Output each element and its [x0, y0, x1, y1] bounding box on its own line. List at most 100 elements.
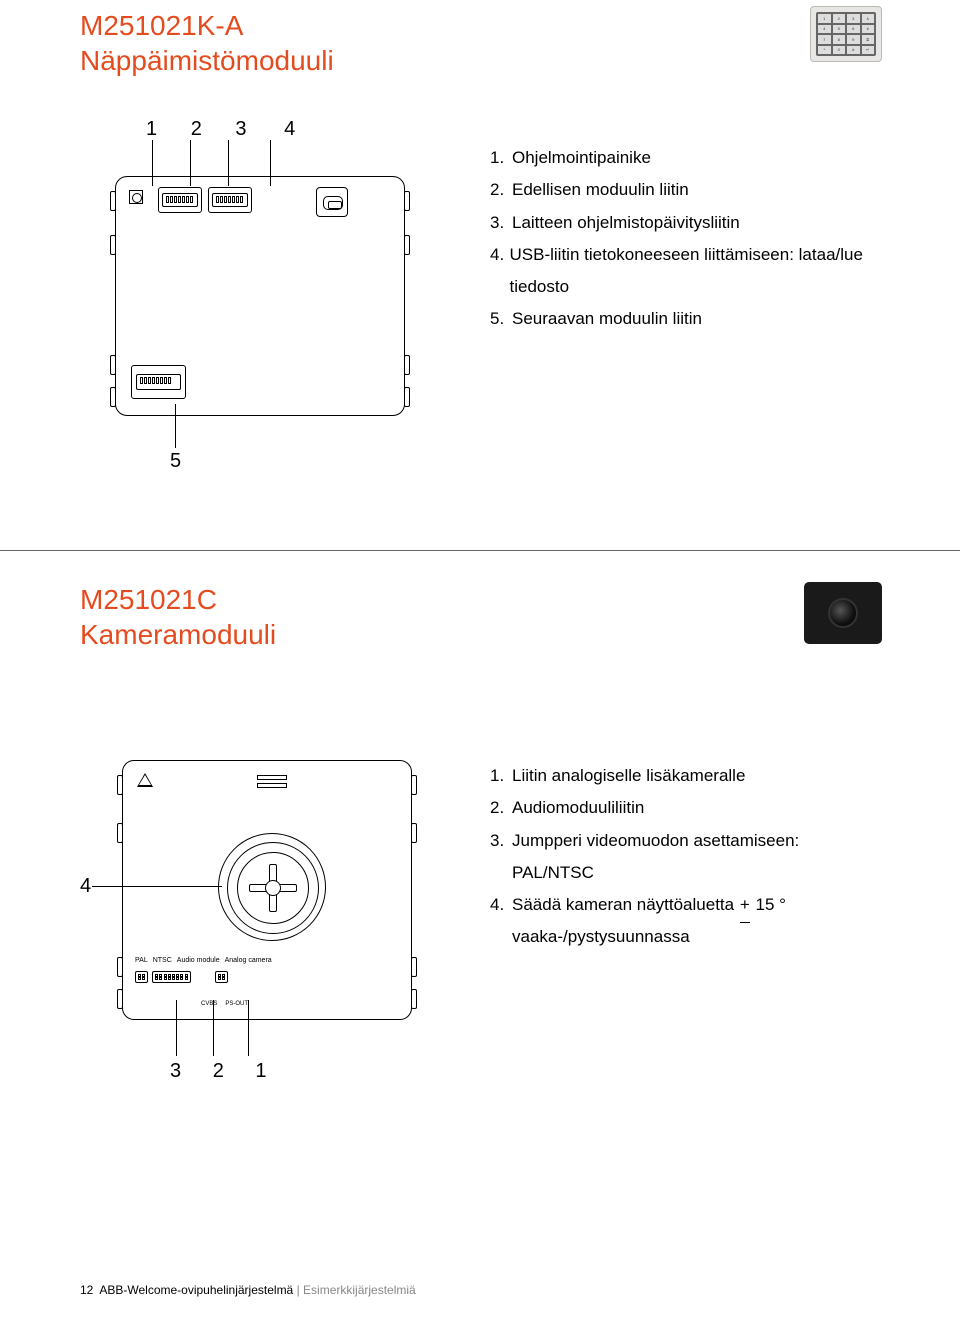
- usb-connector: [316, 187, 348, 217]
- side-tab: [404, 235, 410, 255]
- warning-triangle-icon: [137, 773, 153, 787]
- connector-fw: [208, 187, 252, 213]
- footer-right: Esimerkkijärjestelmiä: [303, 1283, 416, 1297]
- camera-module-diagram: PAL NTSC Audio module Analog camera CVBS…: [122, 760, 412, 1020]
- silk-label: PAL: [135, 957, 148, 964]
- keypad-key: 8: [833, 35, 846, 44]
- keypad-key: 5: [833, 25, 846, 34]
- callout-4-camera: 4: [80, 875, 91, 898]
- list-num: 1.: [490, 142, 512, 174]
- keypad-key: ∨: [862, 25, 875, 34]
- side-tab: [411, 957, 417, 977]
- camera-product-thumb: [804, 582, 882, 644]
- side-tab: [404, 191, 410, 211]
- side-tab: [117, 823, 123, 843]
- list-text: USB-liitin tietokoneeseen liittämiseen: …: [510, 239, 880, 304]
- list-num: 4.: [490, 889, 512, 954]
- title-line-2: Näppäimistömoduuli: [80, 43, 880, 78]
- list-text: Edellisen moduulin liitin: [512, 174, 689, 206]
- list-num: 5.: [490, 303, 512, 335]
- section2-title: M251021C Kameramoduuli: [80, 582, 276, 652]
- side-tab: [411, 775, 417, 795]
- leader-line: [248, 1000, 249, 1056]
- keypad-product-thumb: 1 2 3 ∧ 4 5 6 ∨ 7 8 9 ⍇ * 0 # ↵: [810, 6, 882, 62]
- side-tab: [110, 191, 116, 211]
- list-num: 1.: [490, 760, 512, 792]
- keypad-key: 1: [818, 14, 831, 23]
- callout-labels-top: 1 2 3 4: [128, 118, 295, 141]
- sub-label: PS-OUT: [225, 1001, 248, 1007]
- audio-connector: [152, 971, 190, 983]
- list-num: 2.: [490, 174, 512, 206]
- connector-prev: [158, 187, 202, 213]
- keypad-key: 4: [818, 25, 831, 34]
- list-num: 4.: [490, 239, 510, 304]
- keypad-key: 6: [847, 25, 860, 34]
- footer-sep: |: [293, 1283, 303, 1297]
- list-text: Laitteen ohjelmistopäivitysliitin: [512, 207, 740, 239]
- list-text: Liitin analogiselle lisäkameralle: [512, 760, 745, 792]
- keypad-key: *: [818, 46, 831, 55]
- title-line-1: M251021C: [80, 582, 276, 617]
- keypad-key: 9: [847, 35, 860, 44]
- section1-title: M251021K-A Näppäimistömoduuli: [80, 0, 880, 78]
- list-text: Seuraavan moduulin liitin: [512, 303, 702, 335]
- analog-connector: [215, 971, 228, 983]
- keypad-key: ⍇: [862, 35, 875, 44]
- plus-minus-icon: +: [739, 889, 751, 921]
- keypad-key: ↵: [862, 46, 875, 55]
- title-line-1: M251021K-A: [80, 8, 880, 43]
- keypad-key: 2: [833, 14, 846, 23]
- list-text: Jumpperi videomuodon asettamiseen: PAL/N…: [512, 825, 880, 890]
- top-slot-icon: [257, 775, 287, 791]
- jumper-block: [135, 971, 148, 983]
- list-num: 3.: [490, 825, 512, 890]
- side-tab: [110, 235, 116, 255]
- side-tab: [404, 387, 410, 407]
- camera-adjust-ring: [218, 833, 326, 941]
- callout-4: 4: [284, 118, 295, 141]
- keypad-key: 7: [818, 35, 831, 44]
- callout-2: 2: [191, 118, 202, 141]
- list-text: Säädä kameran näyttöaluetta + 15 ° vaaka…: [512, 889, 880, 954]
- bottom-connectors: [135, 971, 232, 983]
- footer-left: ABB-Welcome-ovipuhelinjärjestelmä: [99, 1283, 293, 1297]
- leader-line: [213, 1000, 214, 1056]
- callout-3: 3: [235, 118, 246, 141]
- keypad-module-diagram: [115, 176, 405, 416]
- side-tab: [411, 989, 417, 1009]
- callout-labels-bottom: 3 2 1: [170, 1060, 293, 1083]
- camera-lens-icon: [828, 598, 858, 628]
- title-line-2: Kameramoduuli: [80, 617, 276, 652]
- side-tab: [117, 775, 123, 795]
- list-num: 3.: [490, 207, 512, 239]
- callout-2: 2: [213, 1060, 224, 1082]
- silk-label: Audio module: [177, 957, 220, 964]
- programming-led: [129, 190, 143, 204]
- list-text: Ohjelmointipainike: [512, 142, 651, 174]
- side-tab: [117, 989, 123, 1009]
- list-text-part: Säädä kameran näyttöaluetta: [512, 895, 739, 914]
- keypad-key: ∧: [862, 14, 875, 23]
- keypad-key: 0: [833, 46, 846, 55]
- callout-3: 3: [170, 1060, 181, 1082]
- leader-line: [175, 404, 176, 448]
- silk-label: NTSC: [153, 957, 172, 964]
- connector-next: [131, 365, 186, 399]
- list-num: 2.: [490, 792, 512, 824]
- page-footer: 12 ABB-Welcome-ovipuhelinjärjestelmä | E…: [80, 1283, 416, 1297]
- callout-1: 1: [255, 1060, 266, 1082]
- board-silkscreen-labels: PAL NTSC Audio module Analog camera: [135, 957, 272, 964]
- silk-label: Analog camera: [225, 957, 272, 964]
- leader-line: [176, 1000, 177, 1056]
- callout-5: 5: [170, 450, 181, 473]
- callout-1: 1: [146, 118, 157, 141]
- keypad-key: 3: [847, 14, 860, 23]
- footer-page: 12: [80, 1283, 93, 1297]
- side-tab: [411, 823, 417, 843]
- section1-list: 1.Ohjelmointipainike 2.Edellisen moduuli…: [490, 142, 880, 336]
- section2-list: 1.Liitin analogiselle lisäkameralle 2.Au…: [490, 760, 880, 954]
- keypad-key: #: [847, 46, 860, 55]
- side-tab: [110, 387, 116, 407]
- list-text: Audiomoduuliliitin: [512, 792, 644, 824]
